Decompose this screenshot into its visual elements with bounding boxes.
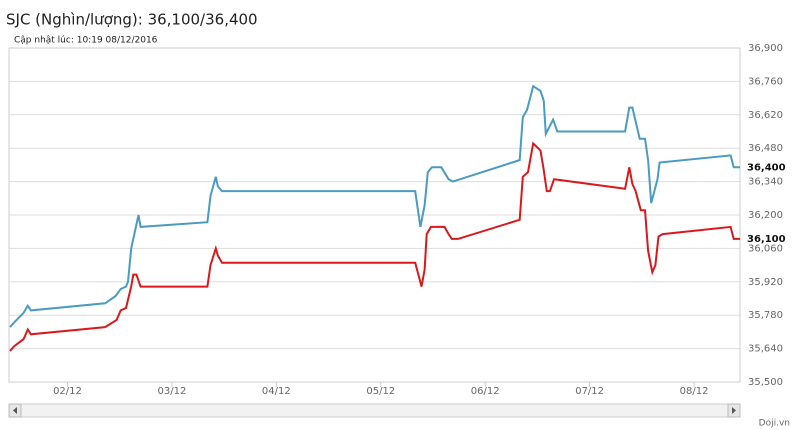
end-value-label: 36,100 <box>747 234 786 245</box>
y-tick-label: 36,900 <box>748 43 783 54</box>
chart-subtitle: Cập nhật lúc: 10:19 08/12/2016 <box>14 36 158 46</box>
y-tick-label: 36,200 <box>748 210 783 221</box>
x-tick-label: 08/12 <box>680 386 709 397</box>
y-tick-label: 35,500 <box>748 377 783 388</box>
x-tick-label: 07/12 <box>575 386 604 397</box>
x-tick-label: 03/12 <box>157 386 186 397</box>
end-value-label: 36,400 <box>747 162 786 173</box>
plot-frame <box>8 47 741 383</box>
y-tick-label: 36,620 <box>748 110 783 121</box>
y-tick-label: 36,060 <box>748 243 783 254</box>
x-tick-label: 02/12 <box>53 386 82 397</box>
x-tick-label: 05/12 <box>366 386 395 397</box>
chart-title: SJC (Nghìn/lượng): 36,100/36,400 <box>6 11 258 29</box>
y-tick-label: 35,920 <box>748 277 783 288</box>
y-tick-label: 35,640 <box>748 344 783 355</box>
y-tick-label: 36,340 <box>748 177 783 188</box>
scrollbar <box>8 403 741 418</box>
y-tick-label: 35,780 <box>748 310 783 321</box>
arrow-left <box>13 407 17 414</box>
x-tick-label: 06/12 <box>471 386 500 397</box>
series-line <box>9 84 740 328</box>
x-tick-label: 04/12 <box>262 386 291 397</box>
y-tick-label: 36,760 <box>748 76 783 87</box>
scroll-track <box>8 403 741 418</box>
arrow-right <box>732 407 736 414</box>
grid <box>9 47 740 383</box>
series-line <box>9 141 740 352</box>
y-tick-label: 36,480 <box>748 143 783 154</box>
credit[interactable]: Doji.vn <box>759 419 790 429</box>
